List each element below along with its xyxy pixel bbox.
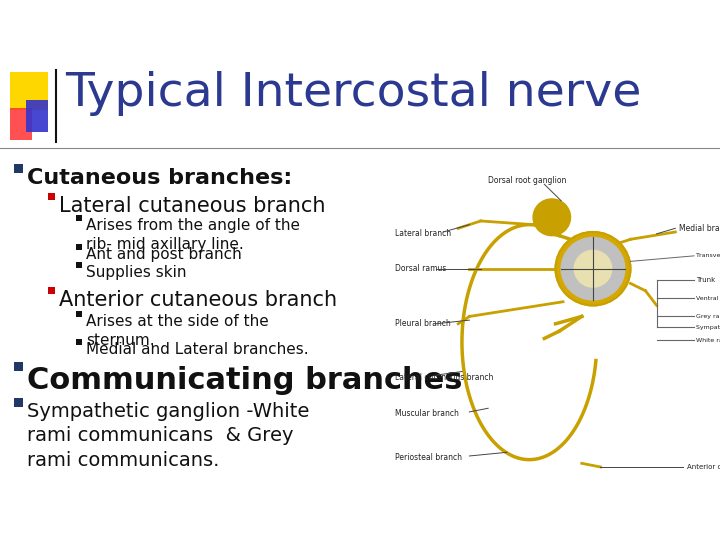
Text: Lateral cutaneous branch: Lateral cutaneous branch — [59, 196, 325, 216]
Bar — [14, 361, 23, 370]
Bar — [76, 244, 82, 250]
Bar — [48, 192, 55, 199]
Text: Anterior cutaneous branch: Anterior cutaneous branch — [59, 290, 337, 310]
Text: Lateral branch: Lateral branch — [395, 230, 451, 238]
Text: Sympathetic ganglion: Sympathetic ganglion — [696, 325, 720, 330]
Circle shape — [575, 251, 612, 287]
Circle shape — [533, 199, 570, 235]
Text: Arises from the angle of the
rib- mid axillary line.: Arises from the angle of the rib- mid ax… — [86, 218, 300, 252]
Bar — [10, 72, 48, 110]
Text: Muscular branch: Muscular branch — [395, 409, 459, 418]
Bar — [76, 262, 82, 268]
Text: Sympathetic ganglion -White
rami communicans  & Grey
rami communicans.: Sympathetic ganglion -White rami communi… — [27, 402, 310, 469]
Text: Cutaneous branches:: Cutaneous branches: — [27, 168, 292, 188]
Text: Medial branch: Medial branch — [679, 224, 720, 233]
Bar — [76, 215, 82, 221]
Text: Anterior cutaneous branch: Anterior cutaneous branch — [687, 464, 720, 470]
Text: Ant and post branch: Ant and post branch — [86, 247, 242, 262]
Bar — [48, 287, 55, 294]
Bar — [14, 397, 23, 407]
Text: Trunk: Trunk — [696, 276, 715, 283]
Circle shape — [556, 232, 631, 306]
Text: Ventral ramus (intercostal nerve): Ventral ramus (intercostal nerve) — [696, 295, 720, 301]
Text: Supplies skin: Supplies skin — [86, 265, 186, 280]
Bar — [26, 100, 48, 132]
Text: Arises at the side of the
sternum.: Arises at the side of the sternum. — [86, 314, 269, 348]
Text: Lateral cutaneous branch: Lateral cutaneous branch — [395, 373, 493, 382]
Circle shape — [561, 238, 625, 300]
Text: Grey ramus communicans: Grey ramus communicans — [696, 314, 720, 319]
Bar — [76, 339, 82, 345]
Text: White ramus communicans: White ramus communicans — [696, 338, 720, 343]
Text: Communicating branches: Communicating branches — [27, 366, 462, 395]
Text: Pleural branch: Pleural branch — [395, 319, 450, 328]
Text: Transverse section of spinal cord: Transverse section of spinal cord — [696, 253, 720, 258]
Text: Dorsal root ganglion: Dorsal root ganglion — [488, 176, 567, 185]
Text: Medial and Lateral branches.: Medial and Lateral branches. — [86, 342, 309, 357]
Text: Typical Intercostal nerve: Typical Intercostal nerve — [65, 71, 642, 117]
Bar — [14, 164, 23, 172]
Text: Dorsal ramus: Dorsal ramus — [395, 264, 446, 273]
Bar — [76, 311, 82, 317]
Text: Periosteal branch: Periosteal branch — [395, 453, 462, 462]
Bar — [10, 108, 32, 140]
